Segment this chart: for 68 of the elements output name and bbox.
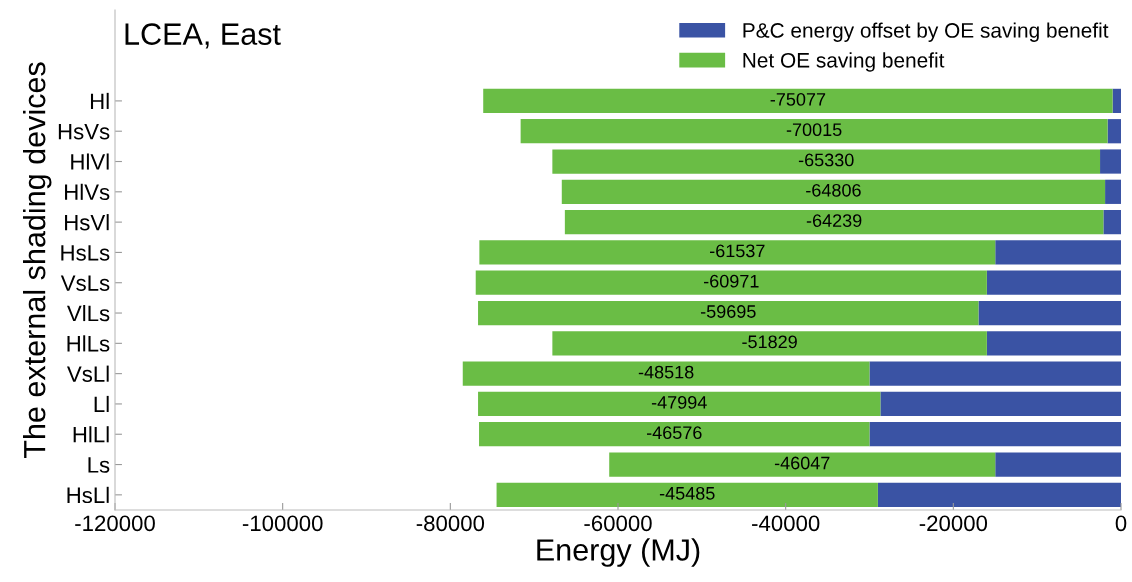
bar	[462, 361, 870, 386]
bar	[609, 452, 996, 477]
bar	[995, 452, 1121, 477]
bar	[483, 88, 1113, 114]
y-tick-label: HsVl	[65, 214, 109, 231]
y-tick-label: HlVl	[71, 153, 109, 170]
bar	[978, 300, 1121, 326]
bar	[986, 331, 1121, 356]
data-label: -51829	[742, 335, 797, 349]
bar	[479, 422, 870, 447]
x-tick-label: -60000	[584, 515, 652, 532]
data-label: -46576	[646, 426, 702, 440]
bar	[496, 482, 878, 507]
bar	[1107, 119, 1121, 144]
y-tick-label: Ll	[94, 395, 109, 412]
y-tick-label: Ls	[88, 457, 110, 473]
data-label: -64806	[806, 183, 861, 197]
y-tick-label: VsLl	[67, 365, 109, 382]
bar	[475, 270, 987, 295]
data-label: -65330	[798, 153, 854, 167]
data-label: -59695	[700, 305, 756, 318]
bar	[478, 391, 881, 417]
bar	[986, 270, 1121, 295]
bar	[877, 482, 1121, 507]
bar	[995, 240, 1121, 265]
bar	[552, 149, 1101, 174]
bar	[869, 422, 1121, 447]
bar	[564, 210, 1104, 235]
x-axis-title: Energy (MJ)	[537, 538, 700, 567]
bar	[1105, 179, 1121, 204]
y-tick-label: HsVs	[58, 123, 110, 140]
x-tick-label: -40000	[752, 515, 820, 532]
bar	[1100, 149, 1121, 174]
y-tick-label: VlLs	[67, 304, 110, 322]
bar	[520, 119, 1108, 144]
bar	[1103, 210, 1121, 235]
y-tick-label: HsLs	[61, 245, 110, 261]
x-tick-label: -20000	[919, 515, 988, 532]
chart-title: LCEA, East	[125, 23, 281, 49]
data-label: -45485	[659, 486, 715, 500]
bar	[561, 179, 1106, 204]
bar	[1112, 88, 1121, 114]
y-tick-label: HsLl	[67, 486, 109, 504]
x-tick-label: -100000	[242, 515, 323, 532]
x-tick-label: 0	[1115, 515, 1127, 532]
bar	[479, 240, 996, 265]
data-label: -48518	[638, 365, 694, 379]
y-tick-label: HlLl	[73, 426, 109, 443]
data-label: -47994	[651, 396, 707, 409]
bar	[552, 331, 987, 356]
x-tick-label: -80000	[416, 515, 485, 532]
x-tick-label: -120000	[75, 515, 155, 532]
bar	[478, 300, 979, 326]
data-label: -70015	[786, 123, 842, 137]
data-label: -75077	[770, 92, 826, 106]
y-axis-title: The external shading devices	[23, 62, 52, 459]
y-tick-label: HlLs	[67, 335, 110, 352]
bar	[880, 391, 1121, 417]
legend-label: Net OE saving benefit	[743, 52, 945, 72]
data-label: -60971	[703, 274, 759, 288]
legend-label: P&C energy offset by OE saving benefit	[743, 22, 1109, 42]
y-tick-label: VsLs	[60, 275, 110, 291]
data-label: -46047	[774, 456, 830, 470]
data-label: -61537	[710, 244, 765, 258]
bar	[869, 361, 1121, 386]
data-label: -64239	[806, 214, 862, 227]
y-tick-label: Hl	[90, 92, 109, 109]
y-tick-label: HlVs	[65, 183, 110, 201]
